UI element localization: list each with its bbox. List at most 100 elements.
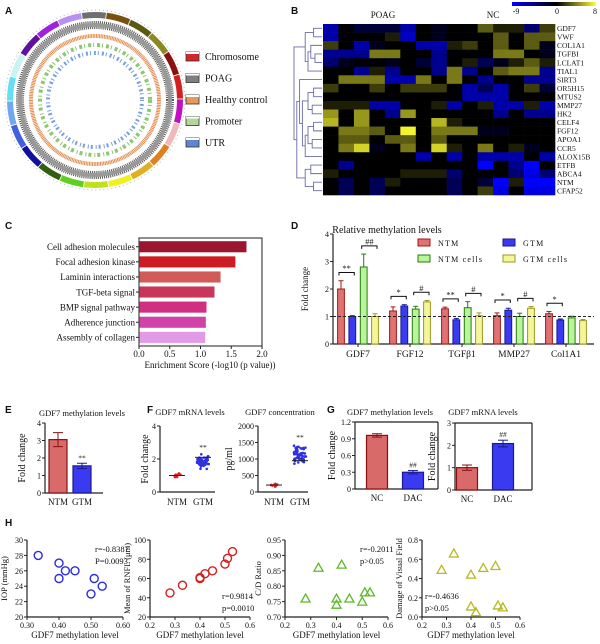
heatmap-cell <box>400 41 417 50</box>
panel-label-a: A <box>5 6 12 17</box>
correlation-stat: p>0.05 <box>425 603 449 613</box>
heatmap-cell <box>477 66 494 76</box>
heatmap-cell <box>415 143 432 153</box>
x-tick-label: Col1A1 <box>551 350 581 360</box>
chromosome-segment <box>36 20 60 39</box>
heatmap-cell <box>338 135 355 144</box>
legend-swatch <box>502 238 516 247</box>
h10-y-tick-label: 80 <box>138 555 146 564</box>
heatmap-cell <box>384 143 401 153</box>
heatmap-cell <box>462 24 478 33</box>
heatmap-cell <box>384 186 401 196</box>
data-point <box>296 461 300 464</box>
heatmap-cell <box>415 75 432 85</box>
heatmap-cell <box>539 83 556 93</box>
heatmap-cell <box>524 160 540 170</box>
significance-bracket <box>494 299 511 303</box>
heatmap-cell <box>446 100 463 110</box>
heatmap-cell <box>353 92 370 102</box>
data-point <box>492 599 504 610</box>
chromosome-segment <box>107 174 133 187</box>
heatmap-cell <box>415 118 432 127</box>
heatmap-cell <box>462 118 478 127</box>
heatmap-cell <box>369 24 386 33</box>
data-point <box>292 451 296 454</box>
heatmap-cell <box>446 92 463 102</box>
heatmap-cell <box>353 100 370 110</box>
heatmap-cell <box>323 143 339 153</box>
data-point <box>497 601 509 612</box>
heatmap-cell <box>400 186 417 196</box>
heatmap-cell <box>493 169 509 179</box>
d-y-tick-label: 4 <box>325 230 329 239</box>
heatmap-cell <box>539 58 556 68</box>
heatmap-cell <box>446 177 463 187</box>
heatmap-cell <box>477 169 494 179</box>
heatmap-cell <box>400 177 417 187</box>
heatmap-cell <box>431 49 448 59</box>
heatmap-cell <box>353 49 370 59</box>
dot6-y-tick-label: 2000 <box>238 422 254 431</box>
heatmap-cell <box>431 118 448 127</box>
heatmap-cell <box>524 126 540 136</box>
heatmap-cell <box>446 143 463 153</box>
heatmap-cell <box>477 92 494 102</box>
d-y-tick-label: 2 <box>325 285 329 294</box>
heatmap-cell <box>446 41 463 50</box>
heatmap-cell <box>353 177 370 187</box>
y-axis-label: Damage of Visual Field <box>394 537 404 619</box>
heatmap-cell <box>415 92 432 102</box>
gene-label: ETFB <box>557 161 575 170</box>
utr-track <box>46 51 144 149</box>
gene-label: COL1A1 <box>557 41 585 50</box>
gene-label: ABCA4 <box>557 169 582 178</box>
heatmap-cell <box>353 143 370 153</box>
bar4-y-tick-label: 4 <box>37 419 41 428</box>
data-point <box>364 586 376 597</box>
heatmap-cell <box>462 32 478 42</box>
heatmap-cell <box>493 49 509 59</box>
significance-label: ## <box>409 461 417 470</box>
heatmap-cell <box>446 169 463 179</box>
heatmap-cell <box>415 100 432 110</box>
heatmap-cell <box>524 135 540 144</box>
heatmap-cell <box>539 126 556 136</box>
data-point <box>292 444 296 448</box>
chromosome-segment <box>163 51 179 76</box>
heatmap-cell <box>384 100 401 110</box>
data-point <box>33 550 43 561</box>
heatmap-cell <box>353 58 370 68</box>
dot6-y-tick-label: 1000 <box>238 455 254 464</box>
significance-bracket <box>465 292 482 297</box>
heatmap-cell <box>369 152 386 162</box>
heatmap-cell <box>508 100 525 110</box>
gene-label: FGF12 <box>557 127 579 136</box>
d-y-tick-label: 0 <box>325 340 329 349</box>
x-tick-label: FGF12 <box>397 350 424 360</box>
heatmap-cell <box>539 75 556 85</box>
heatmap-cell <box>508 169 525 179</box>
data-point <box>465 568 477 579</box>
x-axis-label: Enrichment Score (-log10 (p value)) <box>145 360 276 370</box>
heatmap-cell <box>323 49 339 59</box>
heatmap-cell <box>477 24 494 33</box>
data-point <box>296 455 300 459</box>
heatmap-cell <box>477 135 494 144</box>
heatmap-cell <box>323 100 339 110</box>
data-point <box>273 485 277 488</box>
heatmap-cell <box>462 152 478 162</box>
heatmap-cell <box>524 100 540 110</box>
data-point <box>293 457 297 461</box>
x-tick-label: 0.4 <box>195 621 205 630</box>
heatmap-cell <box>539 143 556 153</box>
heatmap-cell <box>477 58 494 68</box>
heatmap-cell <box>338 41 355 50</box>
heatmap-cell <box>477 177 494 187</box>
heatmap-cell <box>323 177 339 187</box>
heatmap-cell <box>524 177 540 187</box>
gene-label: SIRT3 <box>557 75 577 84</box>
heatmap-cell <box>524 109 540 119</box>
bar <box>389 310 397 345</box>
heatmap-cell <box>462 177 478 187</box>
heatmap-cell <box>323 126 339 136</box>
